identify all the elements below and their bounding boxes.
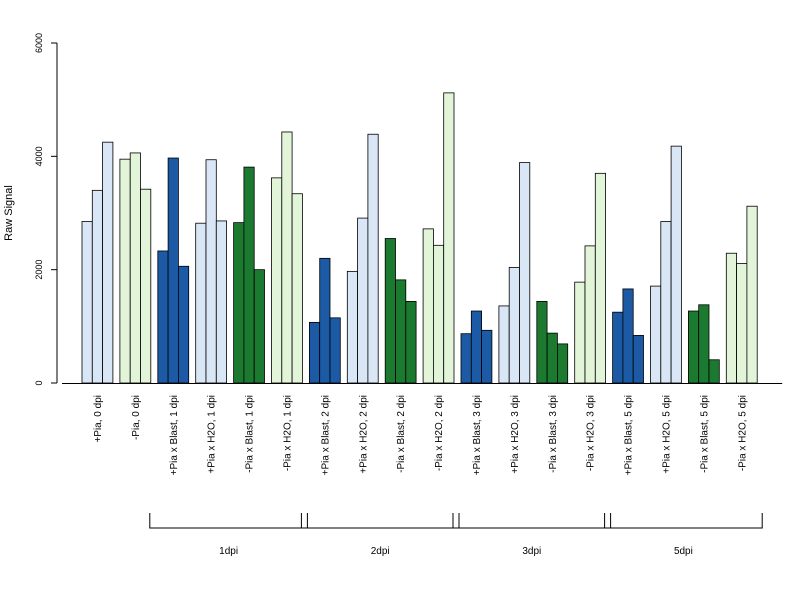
bar [443, 92, 455, 384]
bar [233, 222, 245, 384]
bar [670, 145, 682, 384]
bar [432, 244, 445, 384]
bar [329, 317, 341, 384]
bar [584, 245, 596, 384]
x-axis: +Pia, 0 dpi -Pia, 0 dpi +Pia x Blast, 1 dp… [62, 383, 783, 475]
bar [367, 133, 379, 384]
x-tick-label: +Pia x H2O, 1 dpi [207, 395, 218, 474]
bar [140, 188, 152, 384]
y-tick-label: 4000 [34, 146, 44, 166]
y-axis-label: Raw Signal [3, 185, 15, 241]
bar [253, 269, 265, 384]
bar [708, 359, 720, 384]
x-tick-label: +Pia x H2O, 3 dpi [510, 395, 521, 474]
group-label: 3dpi [522, 546, 541, 557]
bar [736, 263, 748, 384]
bar [167, 157, 179, 384]
x-tick-label: -Pia, 0 dpi [131, 395, 142, 440]
bar [346, 270, 358, 384]
group-bracket [300, 513, 460, 529]
bar [271, 177, 283, 384]
group-bracket [149, 513, 308, 529]
bar [546, 332, 558, 384]
x-tick-label: -Pia x H2O, 3 dpi [586, 395, 597, 471]
group-label: 1dpi [219, 546, 238, 557]
y-axis: 0 2000 4000 6000 [34, 33, 58, 386]
x-tick-label: -Pia x H2O, 1 dpi [282, 395, 293, 471]
group-bracket [604, 513, 763, 529]
group-brackets: 1dpi 2dpi 3dpi 5dpi [149, 513, 763, 557]
bar [195, 222, 207, 384]
x-tick-label: -Pia x H2O, 2 dpi [434, 395, 445, 471]
bar [460, 333, 472, 384]
x-tick-label: +Pia x Blast, 2 dpi [320, 395, 331, 475]
bar [215, 220, 228, 384]
bar [622, 288, 634, 384]
y-tick-label: 6000 [34, 33, 44, 53]
bar [157, 250, 169, 384]
bar [557, 343, 569, 384]
group-bracket [452, 513, 612, 529]
bar [470, 310, 482, 384]
bar [650, 285, 662, 384]
group-label: 2dpi [371, 546, 390, 557]
bar [698, 304, 710, 384]
bar [574, 281, 586, 384]
bar [281, 131, 293, 384]
bar [725, 252, 737, 384]
y-tick-label: 2000 [34, 260, 44, 280]
x-tick-label: +Pia x Blast, 3 dpi [472, 395, 483, 475]
bar [612, 311, 624, 384]
bar [243, 166, 255, 384]
bar [746, 205, 758, 384]
bar [632, 334, 644, 384]
bar [405, 300, 417, 384]
group-label: 5dpi [674, 546, 693, 557]
bar [129, 152, 141, 384]
bar [481, 329, 493, 384]
bar [177, 265, 190, 384]
x-tick-label: +Pia x H2O, 2 dpi [358, 395, 369, 474]
bar [81, 221, 93, 384]
x-tick-label: -Pia x Blast, 2 dpi [396, 395, 407, 473]
bar [688, 310, 700, 384]
bar [319, 257, 331, 384]
bars-layer [81, 92, 758, 384]
bar [395, 279, 407, 384]
bar [422, 228, 434, 384]
x-tick-label: +Pia x Blast, 5 dpi [624, 395, 635, 475]
bar [508, 266, 520, 384]
bar [384, 238, 396, 384]
x-tick-label: +Pia x H2O, 5 dpi [661, 395, 672, 474]
x-tick-label: +Pia, 0 dpi [93, 395, 104, 443]
x-tick-label: -Pia x Blast, 5 dpi [699, 395, 710, 473]
bar [357, 217, 369, 384]
bar [519, 162, 531, 384]
bar [594, 172, 606, 384]
bar [308, 321, 321, 384]
bar [91, 189, 104, 384]
bar [498, 305, 510, 384]
bar [536, 300, 548, 384]
x-tick-label: -Pia x H2O, 5 dpi [737, 395, 748, 471]
x-tick-label: -Pia x Blast, 3 dpi [548, 395, 559, 473]
bar [291, 193, 303, 384]
x-tick-label: -Pia x Blast, 1 dpi [245, 395, 256, 473]
bar [660, 221, 672, 384]
bar [119, 158, 131, 384]
bar [102, 141, 114, 384]
bar [205, 159, 217, 384]
y-tick-label: 0 [34, 380, 44, 385]
x-tick-label: +Pia x Blast, 1 dpi [169, 395, 180, 475]
